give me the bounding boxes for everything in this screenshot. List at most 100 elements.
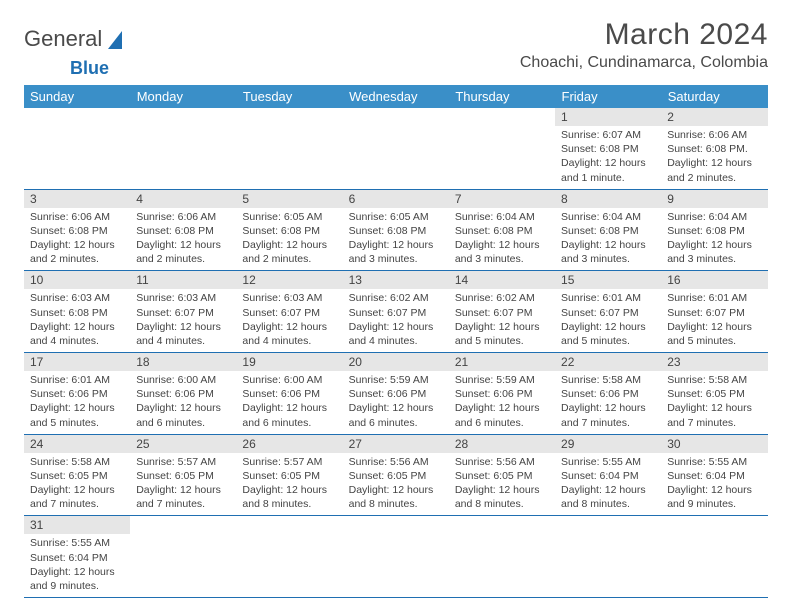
logo-text-general: General <box>24 26 102 52</box>
daylight-text: Daylight: 12 hours and 3 minutes. <box>349 238 443 266</box>
sunrise-text: Sunrise: 6:04 AM <box>561 210 655 224</box>
sunrise-text: Sunrise: 5:55 AM <box>30 536 124 550</box>
daylight-text: Daylight: 12 hours and 5 minutes. <box>667 320 761 348</box>
day-cell: 20Sunrise: 5:59 AMSunset: 6:06 PMDayligh… <box>343 353 449 435</box>
day-cell: 5Sunrise: 6:05 AMSunset: 6:08 PMDaylight… <box>236 189 342 271</box>
day-body: Sunrise: 6:01 AMSunset: 6:06 PMDaylight:… <box>24 371 130 434</box>
day-body: Sunrise: 6:00 AMSunset: 6:06 PMDaylight:… <box>236 371 342 434</box>
day-cell: 10Sunrise: 6:03 AMSunset: 6:08 PMDayligh… <box>24 271 130 353</box>
day-body: Sunrise: 6:04 AMSunset: 6:08 PMDaylight:… <box>555 208 661 271</box>
daylight-text: Daylight: 12 hours and 7 minutes. <box>561 401 655 429</box>
sunset-text: Sunset: 6:07 PM <box>667 306 761 320</box>
day-body: Sunrise: 6:03 AMSunset: 6:07 PMDaylight:… <box>236 289 342 352</box>
day-cell: 9Sunrise: 6:04 AMSunset: 6:08 PMDaylight… <box>661 189 767 271</box>
day-body: Sunrise: 6:06 AMSunset: 6:08 PMDaylight:… <box>24 208 130 271</box>
day-number: 19 <box>236 353 342 371</box>
sunrise-text: Sunrise: 5:56 AM <box>455 455 549 469</box>
sunrise-text: Sunrise: 6:07 AM <box>561 128 655 142</box>
sunrise-text: Sunrise: 5:56 AM <box>349 455 443 469</box>
sunset-text: Sunset: 6:07 PM <box>242 306 336 320</box>
sunrise-text: Sunrise: 5:57 AM <box>136 455 230 469</box>
daylight-text: Daylight: 12 hours and 3 minutes. <box>455 238 549 266</box>
dow-thursday: Thursday <box>449 85 555 108</box>
day-number: 29 <box>555 435 661 453</box>
sunset-text: Sunset: 6:07 PM <box>349 306 443 320</box>
week-row: 24Sunrise: 5:58 AMSunset: 6:05 PMDayligh… <box>24 434 768 516</box>
week-row: 17Sunrise: 6:01 AMSunset: 6:06 PMDayligh… <box>24 353 768 435</box>
day-number: 23 <box>661 353 767 371</box>
daylight-text: Daylight: 12 hours and 2 minutes. <box>667 156 761 184</box>
day-number: 12 <box>236 271 342 289</box>
sunrise-text: Sunrise: 6:01 AM <box>561 291 655 305</box>
day-body: Sunrise: 6:06 AMSunset: 6:08 PMDaylight:… <box>130 208 236 271</box>
dow-sunday: Sunday <box>24 85 130 108</box>
day-cell: 27Sunrise: 5:56 AMSunset: 6:05 PMDayligh… <box>343 434 449 516</box>
sunrise-text: Sunrise: 6:06 AM <box>30 210 124 224</box>
daylight-text: Daylight: 12 hours and 8 minutes. <box>561 483 655 511</box>
sunrise-text: Sunrise: 5:58 AM <box>30 455 124 469</box>
daylight-text: Daylight: 12 hours and 5 minutes. <box>30 401 124 429</box>
sunrise-text: Sunrise: 6:01 AM <box>667 291 761 305</box>
sunset-text: Sunset: 6:08 PM <box>242 224 336 238</box>
sunrise-text: Sunrise: 5:58 AM <box>667 373 761 387</box>
daylight-text: Daylight: 12 hours and 4 minutes. <box>136 320 230 348</box>
day-number: 3 <box>24 190 130 208</box>
sunset-text: Sunset: 6:08 PM <box>561 142 655 156</box>
daylight-text: Daylight: 12 hours and 7 minutes. <box>30 483 124 511</box>
sunset-text: Sunset: 6:06 PM <box>561 387 655 401</box>
day-body: Sunrise: 6:04 AMSunset: 6:08 PMDaylight:… <box>661 208 767 271</box>
day-cell: 21Sunrise: 5:59 AMSunset: 6:06 PMDayligh… <box>449 353 555 435</box>
daylight-text: Daylight: 12 hours and 6 minutes. <box>455 401 549 429</box>
sunset-text: Sunset: 6:05 PM <box>349 469 443 483</box>
day-body: Sunrise: 6:02 AMSunset: 6:07 PMDaylight:… <box>343 289 449 352</box>
daylight-text: Daylight: 12 hours and 6 minutes. <box>242 401 336 429</box>
day-number: 30 <box>661 435 767 453</box>
day-cell: 14Sunrise: 6:02 AMSunset: 6:07 PMDayligh… <box>449 271 555 353</box>
day-cell: 2Sunrise: 6:06 AMSunset: 6:08 PM.Dayligh… <box>661 108 767 189</box>
day-number: 15 <box>555 271 661 289</box>
day-cell: 29Sunrise: 5:55 AMSunset: 6:04 PMDayligh… <box>555 434 661 516</box>
sunrise-text: Sunrise: 6:03 AM <box>30 291 124 305</box>
daylight-text: Daylight: 12 hours and 8 minutes. <box>455 483 549 511</box>
sunset-text: Sunset: 6:04 PM <box>30 551 124 565</box>
sunset-text: Sunset: 6:06 PM <box>242 387 336 401</box>
daylight-text: Daylight: 12 hours and 5 minutes. <box>455 320 549 348</box>
day-cell <box>236 516 342 598</box>
day-cell: 30Sunrise: 5:55 AMSunset: 6:04 PMDayligh… <box>661 434 767 516</box>
day-cell <box>24 108 130 189</box>
daylight-text: Daylight: 12 hours and 9 minutes. <box>667 483 761 511</box>
day-body: Sunrise: 5:57 AMSunset: 6:05 PMDaylight:… <box>236 453 342 516</box>
day-body: Sunrise: 5:56 AMSunset: 6:05 PMDaylight:… <box>343 453 449 516</box>
title-block: March 2024 Choachi, Cundinamarca, Colomb… <box>520 18 768 72</box>
sunrise-text: Sunrise: 6:05 AM <box>349 210 443 224</box>
day-cell: 18Sunrise: 6:00 AMSunset: 6:06 PMDayligh… <box>130 353 236 435</box>
sunset-text: Sunset: 6:07 PM <box>455 306 549 320</box>
dow-tuesday: Tuesday <box>236 85 342 108</box>
day-cell: 26Sunrise: 5:57 AMSunset: 6:05 PMDayligh… <box>236 434 342 516</box>
day-cell: 7Sunrise: 6:04 AMSunset: 6:08 PMDaylight… <box>449 189 555 271</box>
day-body: Sunrise: 5:56 AMSunset: 6:05 PMDaylight:… <box>449 453 555 516</box>
day-cell: 1Sunrise: 6:07 AMSunset: 6:08 PMDaylight… <box>555 108 661 189</box>
day-body: Sunrise: 6:05 AMSunset: 6:08 PMDaylight:… <box>236 208 342 271</box>
sunset-text: Sunset: 6:08 PM <box>136 224 230 238</box>
day-cell: 17Sunrise: 6:01 AMSunset: 6:06 PMDayligh… <box>24 353 130 435</box>
day-body: Sunrise: 6:05 AMSunset: 6:08 PMDaylight:… <box>343 208 449 271</box>
day-body: Sunrise: 6:00 AMSunset: 6:06 PMDaylight:… <box>130 371 236 434</box>
daylight-text: Daylight: 12 hours and 2 minutes. <box>136 238 230 266</box>
day-number: 4 <box>130 190 236 208</box>
sunset-text: Sunset: 6:07 PM <box>136 306 230 320</box>
week-row: 10Sunrise: 6:03 AMSunset: 6:08 PMDayligh… <box>24 271 768 353</box>
day-cell: 3Sunrise: 6:06 AMSunset: 6:08 PMDaylight… <box>24 189 130 271</box>
daylight-text: Daylight: 12 hours and 6 minutes. <box>349 401 443 429</box>
sunset-text: Sunset: 6:08 PM <box>30 224 124 238</box>
day-number: 16 <box>661 271 767 289</box>
day-number: 14 <box>449 271 555 289</box>
day-number: 11 <box>130 271 236 289</box>
sunset-text: Sunset: 6:08 PM <box>349 224 443 238</box>
sunrise-text: Sunrise: 5:55 AM <box>561 455 655 469</box>
day-cell: 31Sunrise: 5:55 AMSunset: 6:04 PMDayligh… <box>24 516 130 598</box>
day-number: 22 <box>555 353 661 371</box>
sunrise-text: Sunrise: 6:02 AM <box>349 291 443 305</box>
day-number: 2 <box>661 108 767 126</box>
sunrise-text: Sunrise: 6:00 AM <box>136 373 230 387</box>
